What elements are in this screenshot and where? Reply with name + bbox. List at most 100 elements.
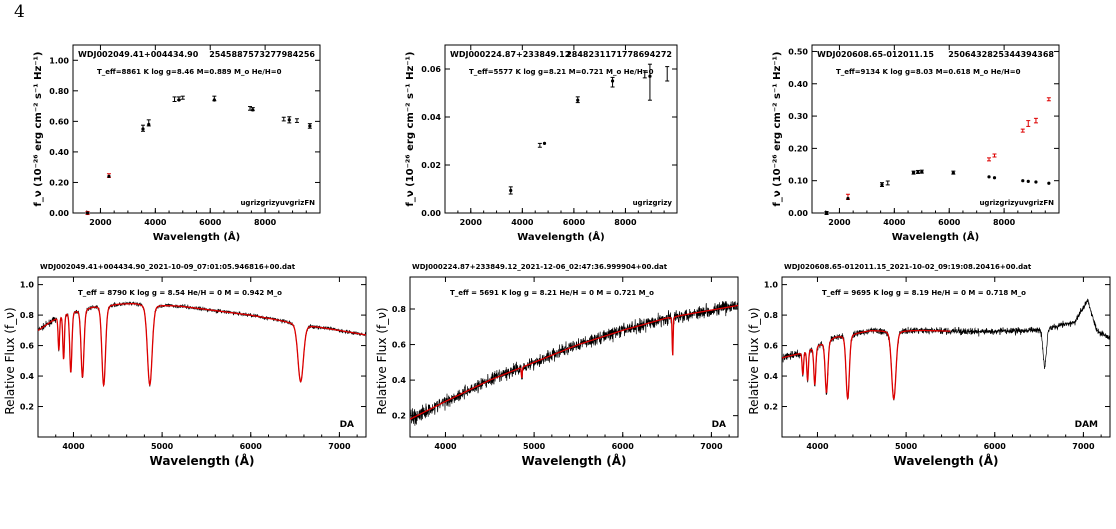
x-tick-label: 4000 <box>62 442 85 451</box>
plot-frame <box>37 276 367 438</box>
x-tick-label: 4000 <box>511 218 534 227</box>
plot-frame <box>409 276 739 438</box>
model-point <box>147 122 151 127</box>
y-axis-label: f_ν (10⁻²⁶ erg cm⁻² s⁻¹ Hz⁻¹) <box>772 52 783 207</box>
model-point <box>212 98 216 102</box>
y-axis-label: f_ν (10⁻²⁶ erg cm⁻² s⁻¹ Hz⁻¹) <box>33 52 44 207</box>
x-tick-label: 6000 <box>984 442 1007 451</box>
model-point <box>992 176 997 180</box>
chart-sed1: 2000 4000 6000 8000 0.00 0.20 0.40 0.60 0.80 1.00… <box>33 44 321 243</box>
x-tick-label: 7000 <box>328 442 351 451</box>
x-axis-label: Wavelength (Å) <box>517 230 604 243</box>
y-tick-label: 0.4 <box>392 376 407 385</box>
y-tick-label: 0.06 <box>421 65 441 74</box>
y-tick-label: 0.60 <box>49 117 69 126</box>
y-axis-label: Relative Flux (f_ν) <box>375 307 389 414</box>
model-point <box>911 171 916 175</box>
observed-spectrum <box>781 298 1111 401</box>
object-name: WDJ000224.87+233849.12 <box>450 50 570 59</box>
model-spectrum <box>37 303 366 388</box>
y-tick-label: 0.00 <box>421 209 441 218</box>
page-number: 4 <box>14 2 25 22</box>
model-point <box>251 108 255 112</box>
y-tick-label: 0.00 <box>49 209 69 218</box>
model-point <box>1047 181 1051 185</box>
model-point <box>987 175 991 179</box>
y-tick-label: 0.04 <box>421 113 441 122</box>
fit-parameters: T_eff = 9695 K log g = 8.19 He/H = 0 M =… <box>822 289 1026 297</box>
photometry-bands: ugrizgrizyuvgrizFN <box>979 199 1054 207</box>
y-axis-label: f_ν (10⁻²⁶ erg cm⁻² s⁻¹ Hz⁻¹) <box>405 52 416 207</box>
model-point <box>648 74 652 78</box>
model-spectrum <box>409 304 739 420</box>
gaia-id: 2506432825344394368 <box>948 50 1054 59</box>
y-tick-label: 0.02 <box>421 161 441 170</box>
y-tick-label: 0.50 <box>788 47 808 56</box>
x-tick-label: 2000 <box>89 218 112 227</box>
model-point <box>308 124 312 128</box>
y-tick-label: 0.00 <box>788 209 808 218</box>
chart-sed3: 2000 4000 6000 8000 0.00 0.10 0.20 0.30 0.40 0.50… <box>772 44 1060 243</box>
object-name: WDJ002049.41+004434.90 <box>78 50 199 59</box>
spectrum-filename: WDJ000224.87+233849.12_2021-12-06_02:47:… <box>412 263 668 271</box>
model-point <box>916 170 920 174</box>
spectral-class: DA <box>340 420 354 430</box>
model-point <box>576 98 580 102</box>
x-tick-label: 8000 <box>993 218 1016 227</box>
model-point <box>542 141 547 145</box>
y-tick-label: 0.6 <box>392 341 407 350</box>
fit-parameters: T_eff=8861 K log g=8.46 M=0.889 M_o He/H… <box>97 68 282 76</box>
y-tick-label: 0.20 <box>788 144 808 153</box>
y-tick-label: 1.0 <box>20 281 35 290</box>
model-point <box>141 127 145 131</box>
fit-parameters: T_eff=9134 K log g=8.03 M=0.618 M_o He/H… <box>836 68 1021 76</box>
model-point <box>1034 180 1038 184</box>
model-point <box>177 98 181 102</box>
y-axis-label: Relative Flux (f_ν) <box>3 307 17 414</box>
fit-parameters: T_eff = 8790 K log g = 8.54 He/H = 0 M =… <box>78 289 282 297</box>
y-tick-label: 0.40 <box>49 148 69 157</box>
model-point <box>880 182 884 187</box>
chart-spec1: 4000 5000 6000 7000 0.2 0.4 0.6 0.8 1.0 Wavelengt… <box>3 263 367 468</box>
x-axis-label: Wavelength (Å) <box>892 230 979 243</box>
x-axis-label: Wavelength (Å) <box>153 230 240 243</box>
model-point <box>85 211 90 215</box>
photometry-bands: ugrizgrizy <box>633 199 673 207</box>
spectrum-filename: WDJ020608.65-012011.15_2021-10-02_09:19:… <box>784 263 1032 271</box>
fit-parameters: T_eff=5577 K log g=8.21 M=0.721 M_o He/H… <box>469 68 654 76</box>
y-tick-label: 0.40 <box>788 80 808 89</box>
y-tick-label: 0.2 <box>20 403 34 412</box>
model-point <box>610 79 615 83</box>
plot-frame <box>781 276 1111 438</box>
model-point <box>920 170 924 174</box>
object-name: WDJ020608.65-012011.15 <box>817 50 934 59</box>
x-tick-label: 7000 <box>1072 442 1095 451</box>
x-axis-label: Wavelength (Å) <box>894 453 999 468</box>
model-point <box>509 188 513 193</box>
x-tick-label: 8000 <box>254 218 277 227</box>
y-tick-label: 1.0 <box>764 281 779 290</box>
y-tick-label: 0.2 <box>392 412 406 421</box>
x-tick-label: 6000 <box>612 442 635 451</box>
observed-spectrum <box>409 301 739 426</box>
x-tick-label: 8000 <box>614 218 637 227</box>
x-tick-label: 4000 <box>883 218 906 227</box>
observed-spectrum <box>37 301 367 387</box>
gaia-id: 2545887573277984256 <box>209 50 315 59</box>
x-tick-label: 5000 <box>523 442 546 451</box>
x-tick-label: 4000 <box>806 442 829 451</box>
y-tick-label: 1.00 <box>49 56 69 65</box>
model-point <box>107 174 111 178</box>
x-axis-label: Wavelength (Å) <box>522 453 627 468</box>
y-tick-label: 0.8 <box>20 311 35 320</box>
x-tick-label: 6000 <box>563 218 586 227</box>
model-point <box>1026 179 1030 183</box>
y-tick-label: 0.8 <box>392 305 407 314</box>
y-tick-label: 0.6 <box>764 342 779 351</box>
fit-parameters: T_eff = 5691 K log g = 8.21 He/H = 0 M =… <box>450 289 654 297</box>
spectral-class: DA <box>712 420 726 430</box>
x-axis-label: Wavelength (Å) <box>150 453 255 468</box>
y-tick-label: 0.4 <box>20 372 35 381</box>
y-axis-label: Relative Flux (f_ν) <box>747 307 761 414</box>
